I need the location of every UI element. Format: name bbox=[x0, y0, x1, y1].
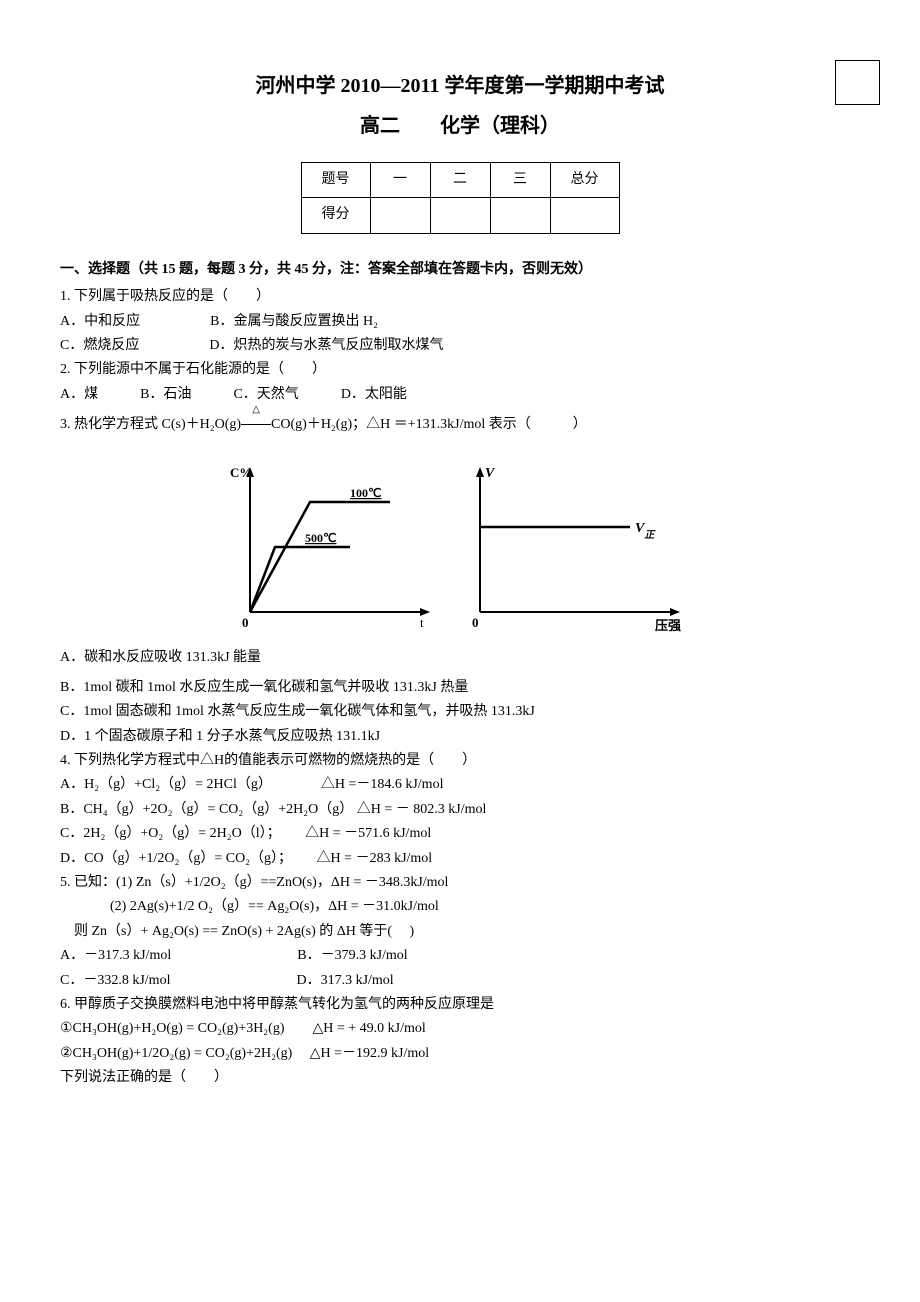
q6-line1: ①CH₃OH(g)+H₂O(g) = CO₂(g)+3H₂(g) △H = + … bbox=[60, 1018, 860, 1040]
origin-label: 0 bbox=[242, 615, 249, 630]
option-d: D．炽热的炭与水蒸气反应制取水煤气 bbox=[209, 338, 443, 353]
option-d: D．317.3 kJ/mol bbox=[296, 973, 393, 988]
score-table-container: 题号 一 二 三 总分 得分 bbox=[60, 162, 860, 234]
option-a: A．－317.3 kJ/mol bbox=[60, 948, 171, 963]
option-b: B．－379.3 kJ/mol bbox=[297, 948, 407, 963]
reaction-arrow: △ bbox=[241, 414, 271, 436]
header-cell: 三 bbox=[490, 163, 550, 198]
header-cell: 总分 bbox=[550, 163, 619, 198]
line-label-500: 500℃ bbox=[305, 531, 336, 545]
chart-right: V 0 压强 V正 bbox=[460, 452, 700, 632]
header-cell: 二 bbox=[430, 163, 490, 198]
q3-opt-b: B．1mol 碳和 1mol 水反应生成一氧化碳和氢气并吸收 131.3kJ 热… bbox=[60, 677, 860, 699]
q3-opt-c: C．1mol 固态碳和 1mol 水蒸气反应生成一氧化碳气体和氢气，并吸热 13… bbox=[60, 701, 860, 723]
y-axis-label: C% bbox=[230, 465, 252, 480]
q4-opt-d: D．CO（g）+1/2O₂（g）= CO₂（g）； △H = －283 kJ/m… bbox=[60, 848, 860, 870]
question-3: 3. 热化学方程式 C(s)＋H₂O(g)△CO(g)＋H₂(g)；△H ＝+1… bbox=[60, 414, 860, 436]
q3-prefix: 3. 热化学方程式 C(s)＋H₂O(g) bbox=[60, 417, 241, 432]
q3-opt-a: A．碳和水反应吸收 131.3kJ 能量 bbox=[60, 647, 860, 669]
sub-title: 高二 化学（理科） bbox=[60, 110, 860, 142]
option-b: B．石油 bbox=[140, 387, 191, 402]
score-label-cell: 得分 bbox=[301, 198, 370, 233]
question-4: 4. 下列热化学方程式中△H的值能表示可燃物的燃烧热的是（ ） bbox=[60, 750, 860, 772]
header-cell: 题号 bbox=[301, 163, 370, 198]
corner-box bbox=[835, 60, 880, 105]
table-row: 得分 bbox=[301, 198, 619, 233]
x-axis-label: t bbox=[420, 615, 424, 630]
section-title: 一、选择题（共 15 题，每题 3 分，共 45 分，注：答案全部填在答题卡内，… bbox=[60, 259, 860, 281]
question-2: 2. 下列能源中不属于石化能源的是（ ） bbox=[60, 359, 860, 381]
q5-options-line1: A．－317.3 kJ/mol B．－379.3 kJ/mol bbox=[60, 945, 860, 967]
main-title: 河州中学 2010—2011 学年度第一学期期中考试 bbox=[60, 70, 860, 102]
q2-options: A．煤 B．石油 C．天然气 D．太阳能 bbox=[60, 384, 860, 406]
question-5-line1: 5. 已知：(1) Zn（s）+1/2O₂（g）==ZnO(s)，ΔH = －3… bbox=[60, 872, 860, 894]
q6-line2: ②CH₃OH(g)+1/2O₂(g) = CO₂(g)+2H₂(g) △H =－… bbox=[60, 1043, 860, 1065]
score-cell bbox=[430, 198, 490, 233]
question-5-line2: (2) 2Ag(s)+1/2 O₂（g）== Ag₂O(s)，ΔH = －31.… bbox=[60, 896, 860, 918]
origin-label: 0 bbox=[472, 615, 479, 630]
score-cell bbox=[370, 198, 430, 233]
option-a: A．中和反应 bbox=[60, 314, 140, 329]
q4-opt-c: C．2H₂（g）+O₂（g）= 2H₂O（l）； △H = －571.6 kJ/… bbox=[60, 823, 860, 845]
option-a: A．煤 bbox=[60, 387, 98, 402]
q3-suffix: CO(g)＋H₂(g)；△H ＝+131.3kJ/mol 表示（ ） bbox=[271, 417, 587, 432]
option-c: C．天然气 bbox=[233, 387, 298, 402]
q4-opt-b: B．CH₄（g）+2O₂（g）= CO₂（g）+2H₂O（g） △H = － 8… bbox=[60, 799, 860, 821]
score-cell bbox=[550, 198, 619, 233]
triangle-icon: △ bbox=[252, 402, 260, 418]
option-c: C．燃烧反应 bbox=[60, 338, 139, 353]
table-row: 题号 一 二 三 总分 bbox=[301, 163, 619, 198]
q4-opt-a: A．H₂（g）+Cl₂（g）= 2HCl（g） △H =－184.6 kJ/mo… bbox=[60, 774, 860, 796]
q1-options-line1: A．中和反应 B．金属与酸反应置换出 H₂ bbox=[60, 311, 860, 333]
q3-opt-d: D．1 个固态碳原子和 1 分子水蒸气反应吸热 131.1kJ bbox=[60, 726, 860, 748]
question-5-line3: 则 Zn（s）+ Ag₂O(s) == ZnO(s) + 2Ag(s) 的 ΔH… bbox=[60, 921, 860, 943]
y-axis-label: V bbox=[485, 466, 496, 481]
chart-left: C% 0 t 100℃ 500℃ bbox=[220, 452, 440, 632]
q6-line3: 下列说法正确的是（ ） bbox=[60, 1067, 860, 1089]
score-cell bbox=[490, 198, 550, 233]
q1-options-line2: C．燃烧反应 D．炽热的炭与水蒸气反应制取水煤气 bbox=[60, 335, 860, 357]
q5-options-line2: C．－332.8 kJ/mol D．317.3 kJ/mol bbox=[60, 970, 860, 992]
header-cell: 一 bbox=[370, 163, 430, 198]
option-d: D．太阳能 bbox=[341, 387, 407, 402]
chart-container: C% 0 t 100℃ 500℃ V 0 压强 V正 bbox=[60, 452, 860, 632]
question-1: 1. 下列属于吸热反应的是（ ） bbox=[60, 286, 860, 308]
option-b: B．金属与酸反应置换出 H₂ bbox=[210, 314, 378, 329]
option-c: C．－332.8 kJ/mol bbox=[60, 973, 170, 988]
line-label-vforward: V正 bbox=[635, 521, 656, 541]
x-axis-label: 压强 bbox=[655, 618, 681, 632]
score-table: 题号 一 二 三 总分 得分 bbox=[301, 162, 620, 234]
line-label-100: 100℃ bbox=[350, 486, 381, 500]
question-6: 6. 甲醇质子交换膜燃料电池中将甲醇蒸气转化为氢气的两种反应原理是 bbox=[60, 994, 860, 1016]
